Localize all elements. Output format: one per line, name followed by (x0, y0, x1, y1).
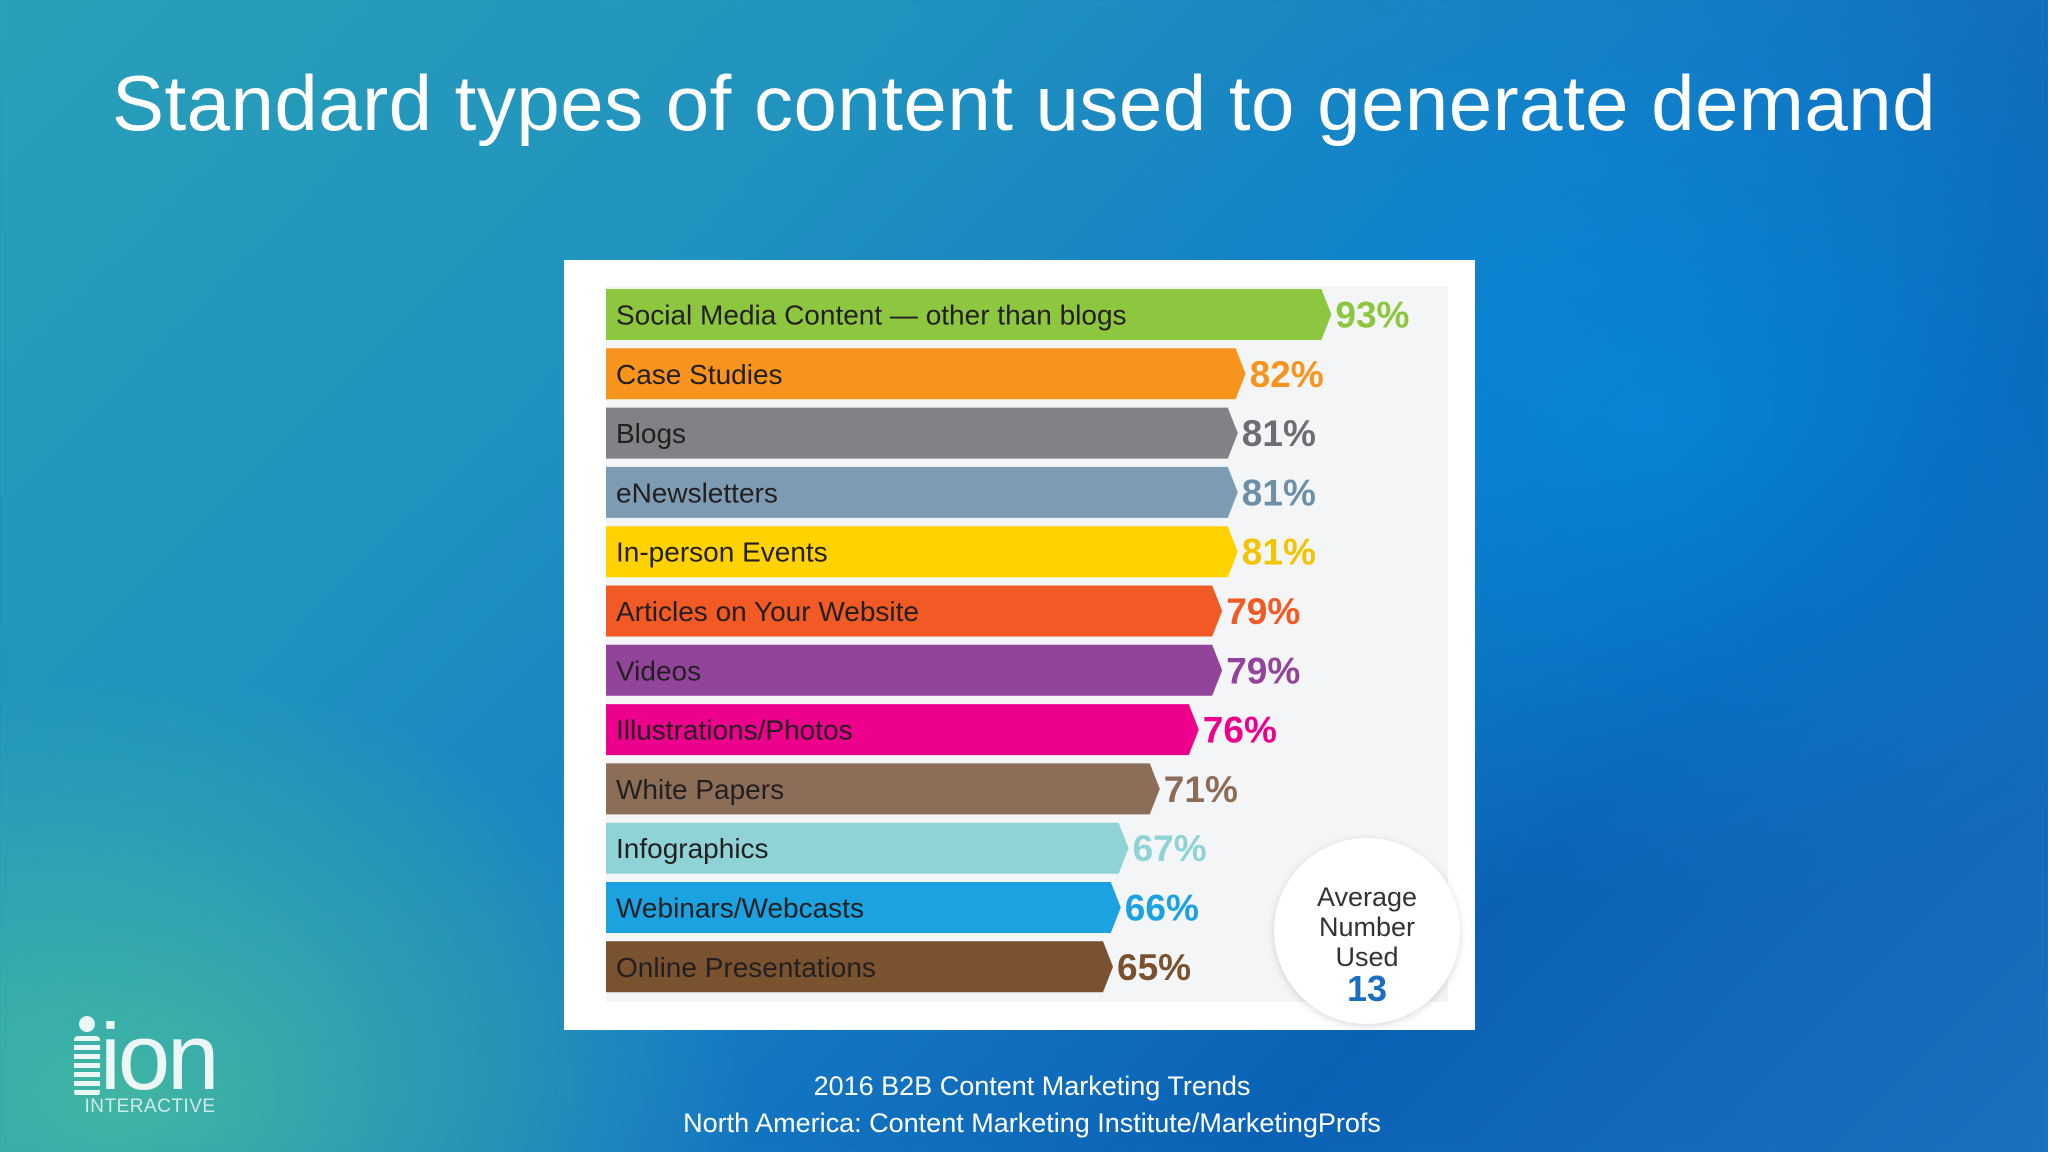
bar-white-papers (606, 763, 1160, 815)
source-line-2: North America: Content Marketing Institu… (683, 1108, 1381, 1138)
bar-group-in-person-events: In-person Events 81% (606, 526, 1316, 578)
category-label: Blogs (616, 418, 686, 449)
value-label: 79% (1226, 650, 1300, 691)
bar-in-person-events (606, 526, 1238, 578)
value-label: 81% (1242, 532, 1316, 573)
bar-group-webinars-webcasts: Webinars/Webcasts 66% (606, 882, 1199, 933)
logo-dot (79, 1016, 95, 1032)
bar-enewsletters (606, 466, 1238, 518)
logo-subtext: INTERACTIVE (84, 1096, 216, 1117)
category-label: Articles on Your Website (616, 596, 919, 627)
category-label: Social Media Content — other than blogs (616, 300, 1127, 331)
average-number-bubble: Average Number Used 13 (1274, 838, 1460, 1024)
bar-group-infographics: Infographics 67% (606, 822, 1207, 874)
bar-group-blogs: Blogs 81% (606, 407, 1316, 459)
bar-blogs (606, 407, 1238, 459)
value-label: 65% (1117, 947, 1191, 988)
value-label: 66% (1125, 888, 1199, 929)
source-citation: 2016 B2B Content Marketing Trends North … (0, 1068, 2048, 1142)
bar-group-case-studies: Case Studies 82% (606, 348, 1324, 400)
average-number-label: Average Number Used (1316, 882, 1418, 972)
bar-illustrations-photos (606, 704, 1199, 756)
chart-card: Social Media Content — other than blogs 9… (564, 260, 1475, 1030)
category-label: In-person Events (616, 537, 828, 568)
category-label: Illustrations/Photos (616, 715, 853, 746)
category-label: eNewsletters (616, 477, 778, 508)
bar-webinars-webcasts (606, 882, 1121, 933)
bar-group-online-presentations: Online Presentations 65% (606, 941, 1191, 993)
bar-online-presentations (606, 941, 1113, 993)
bar-group-enewsletters: eNewsletters 81% (606, 466, 1316, 518)
chart-area: Social Media Content — other than blogs 9… (606, 286, 1460, 1024)
bar-infographics (606, 822, 1129, 874)
logo-spring-icon (74, 1036, 100, 1096)
value-label: 81% (1242, 413, 1316, 454)
value-label: 71% (1164, 769, 1238, 810)
value-label: 67% (1133, 828, 1207, 869)
source-line-1: 2016 B2B Content Marketing Trends (813, 1071, 1251, 1101)
value-label: 93% (1335, 295, 1409, 336)
value-label: 82% (1250, 354, 1324, 395)
category-label: Online Presentations (616, 952, 876, 983)
bar-group-white-papers: White Papers 71% (606, 763, 1238, 815)
category-label: White Papers (616, 774, 784, 805)
category-label: Webinars/Webcasts (616, 893, 864, 924)
category-label: Case Studies (616, 359, 783, 390)
bar-group-articles-on-your-website: Articles on Your Website 79% (606, 585, 1300, 637)
bar-articles-on-your-website (606, 585, 1223, 637)
bar-chart: Social Media Content — other than blogs 9… (606, 289, 1409, 993)
bar-social-media-content-other-than-blogs (606, 289, 1332, 340)
category-label: Videos (616, 655, 701, 686)
bar-group-social-media-content-other-than-blogs: Social Media Content — other than blogs 9… (606, 289, 1409, 340)
value-label: 76% (1203, 710, 1277, 751)
category-label: Infographics (616, 833, 769, 864)
value-label: 79% (1226, 591, 1300, 632)
bar-group-illustrations-photos: Illustrations/Photos 76% (606, 704, 1277, 756)
bar-videos (606, 644, 1223, 696)
slide-title: Standard types of content used to genera… (111, 59, 1937, 147)
bar-case-studies (606, 348, 1246, 400)
bar-group-videos: Videos 79% (606, 644, 1300, 696)
value-label: 81% (1242, 472, 1316, 513)
logo-wordmark: ion (100, 1004, 219, 1109)
average-number-value: 13 (1346, 968, 1388, 1009)
ion-interactive-logo: ion INTERACTIVE (70, 1010, 230, 1120)
